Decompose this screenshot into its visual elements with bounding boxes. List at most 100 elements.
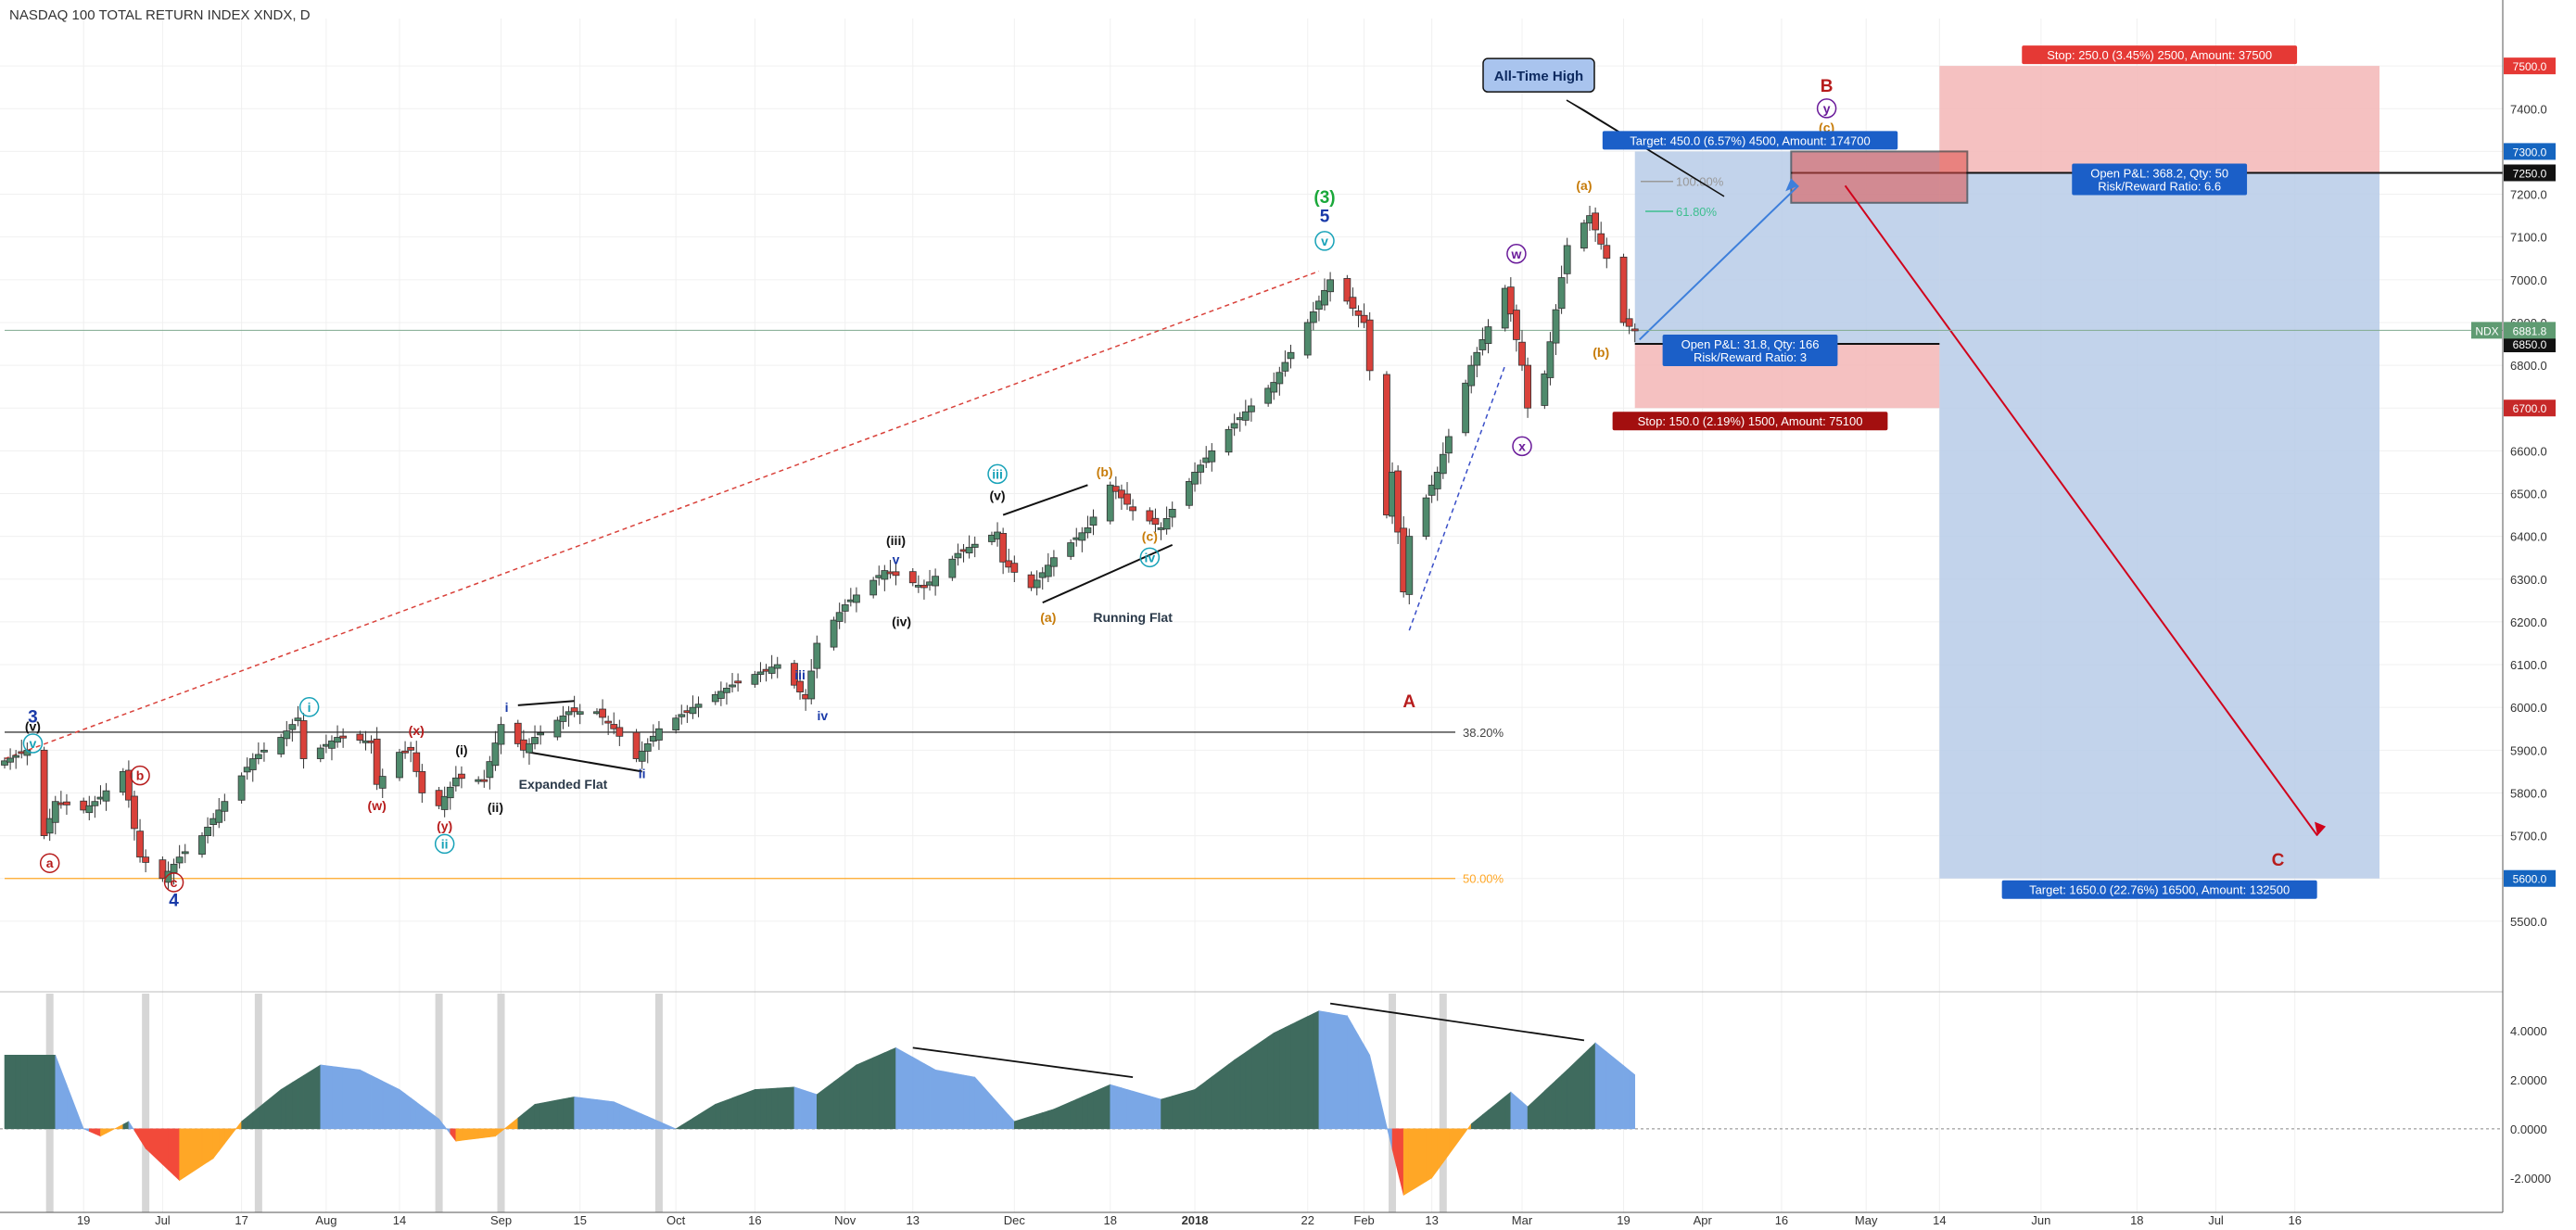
wave-label: 5 xyxy=(1320,208,1330,227)
wave-label-text: (a) xyxy=(1576,178,1592,193)
candle-body xyxy=(892,571,900,577)
osc-area-segment xyxy=(539,1099,558,1130)
osc-area-segment xyxy=(760,1088,767,1130)
candle-body xyxy=(356,733,364,741)
candle-body xyxy=(91,801,99,806)
osc-area-segment xyxy=(636,1110,642,1130)
osc-area-segment xyxy=(173,1128,180,1182)
osc-area-segment xyxy=(1550,1079,1556,1130)
candle-body xyxy=(1354,310,1363,316)
candle-body xyxy=(1241,411,1250,421)
osc-area-segment xyxy=(20,1054,28,1130)
short-pnl-badge-text: Risk/Reward Ratio: 6.6 xyxy=(2098,179,2221,193)
price-tick-label: 5500.0 xyxy=(2510,915,2547,929)
wave-label: (3) xyxy=(1313,188,1335,208)
candle-body xyxy=(672,717,680,731)
candle-body xyxy=(1326,279,1334,293)
axis-price-badge: 7500.0 xyxy=(2504,57,2556,75)
candle-body xyxy=(136,831,144,858)
candle-body xyxy=(1186,481,1193,506)
osc-area-segment xyxy=(1623,1065,1630,1130)
wave-label-text: a xyxy=(46,856,54,870)
osc-area-segment xyxy=(1070,1098,1077,1130)
candle-body xyxy=(751,674,759,685)
osc-area-segment xyxy=(1307,1013,1314,1130)
osc-area-segment xyxy=(415,1101,423,1130)
wave-label: iii xyxy=(794,667,806,682)
osc-area-segment xyxy=(918,1059,925,1130)
candle-body xyxy=(1044,564,1052,577)
candle-body xyxy=(458,773,465,780)
candle-body xyxy=(294,717,302,721)
osc-area-segment xyxy=(1126,1089,1134,1130)
candle-body xyxy=(1,760,8,766)
oscillator-pane xyxy=(0,991,2503,1212)
wave-label: C xyxy=(2272,851,2285,870)
wave-label-circle xyxy=(39,853,60,873)
time-tick-label: Nov xyxy=(834,1213,857,1227)
osc-area-segment xyxy=(720,1099,728,1130)
wave-label: (b) xyxy=(1097,464,1113,479)
time-tick-label: 16 xyxy=(2288,1213,2301,1227)
osc-area-segment xyxy=(1267,1032,1275,1130)
time-tick-label: 22 xyxy=(1301,1213,1314,1227)
osc-area-segment xyxy=(4,1054,11,1130)
wave-label-text: (i) xyxy=(455,742,467,757)
osc-area-segment xyxy=(382,1080,400,1130)
candle-body xyxy=(734,680,742,684)
long-arrow xyxy=(1639,184,1799,341)
candle-body xyxy=(497,724,505,745)
candle-body xyxy=(1111,486,1120,492)
candle-body xyxy=(1208,450,1216,463)
wave-label-text: B xyxy=(1821,77,1834,96)
osc-area-segment xyxy=(1408,1128,1427,1193)
osc-area-segment xyxy=(766,1087,772,1130)
time-tick-label: 14 xyxy=(393,1213,406,1227)
wave-label: v xyxy=(22,733,44,754)
candle-body xyxy=(932,576,940,587)
candle-body xyxy=(6,757,14,763)
osc-area-segment xyxy=(168,1128,174,1176)
osc-area-segment xyxy=(66,1084,84,1130)
candle-body xyxy=(615,727,624,737)
candle-body xyxy=(954,552,962,559)
osc-area-segment xyxy=(934,1069,953,1130)
osc-area-segment xyxy=(1115,1085,1123,1130)
candle-body xyxy=(418,770,426,793)
wave-label: a xyxy=(39,853,60,873)
candle-body xyxy=(1428,484,1436,496)
wave-label: B xyxy=(1821,77,1834,96)
axis-price-badge-text: 6850.0 xyxy=(2513,338,2547,351)
candle-body xyxy=(170,863,178,873)
wave-label: iv xyxy=(1139,547,1161,568)
wave-label-circle xyxy=(1314,231,1335,251)
time-tick-label: Aug xyxy=(315,1213,336,1227)
short-target-badge: Target: 1650.0 (22.76%) 16500, Amount: 1… xyxy=(2001,880,2317,899)
candle-body xyxy=(1129,506,1137,512)
candle-body xyxy=(1541,373,1549,406)
wave-label-text: (b) xyxy=(1593,345,1609,360)
osc-area-segment xyxy=(658,1121,677,1130)
wave-label-circle xyxy=(987,463,1008,485)
osc-area-segment xyxy=(952,1072,958,1130)
candle-body xyxy=(565,711,573,716)
wave-label-text: (c) xyxy=(1142,528,1158,543)
wave-label: iv xyxy=(818,708,829,723)
last-price-badge-text: 6881.8 xyxy=(2513,324,2547,337)
osc-area-segment xyxy=(179,1128,186,1182)
osc-area-segment xyxy=(404,1093,412,1130)
short-arrow-head xyxy=(2315,821,2327,836)
osc-area-segment xyxy=(1290,1016,1309,1130)
osc-area-segment xyxy=(715,1101,722,1130)
osc-area-segment xyxy=(607,1100,615,1130)
candle-body xyxy=(756,671,765,675)
candle-body xyxy=(643,742,652,752)
osc-area-segment xyxy=(455,1128,463,1142)
wave-label: ii xyxy=(434,833,455,855)
symbol-title: NASDAQ 100 TOTAL RETURN INDEX XNDX, D xyxy=(9,7,311,23)
candle-body xyxy=(299,720,308,759)
candle-body xyxy=(215,809,223,823)
candle-body xyxy=(396,752,403,779)
